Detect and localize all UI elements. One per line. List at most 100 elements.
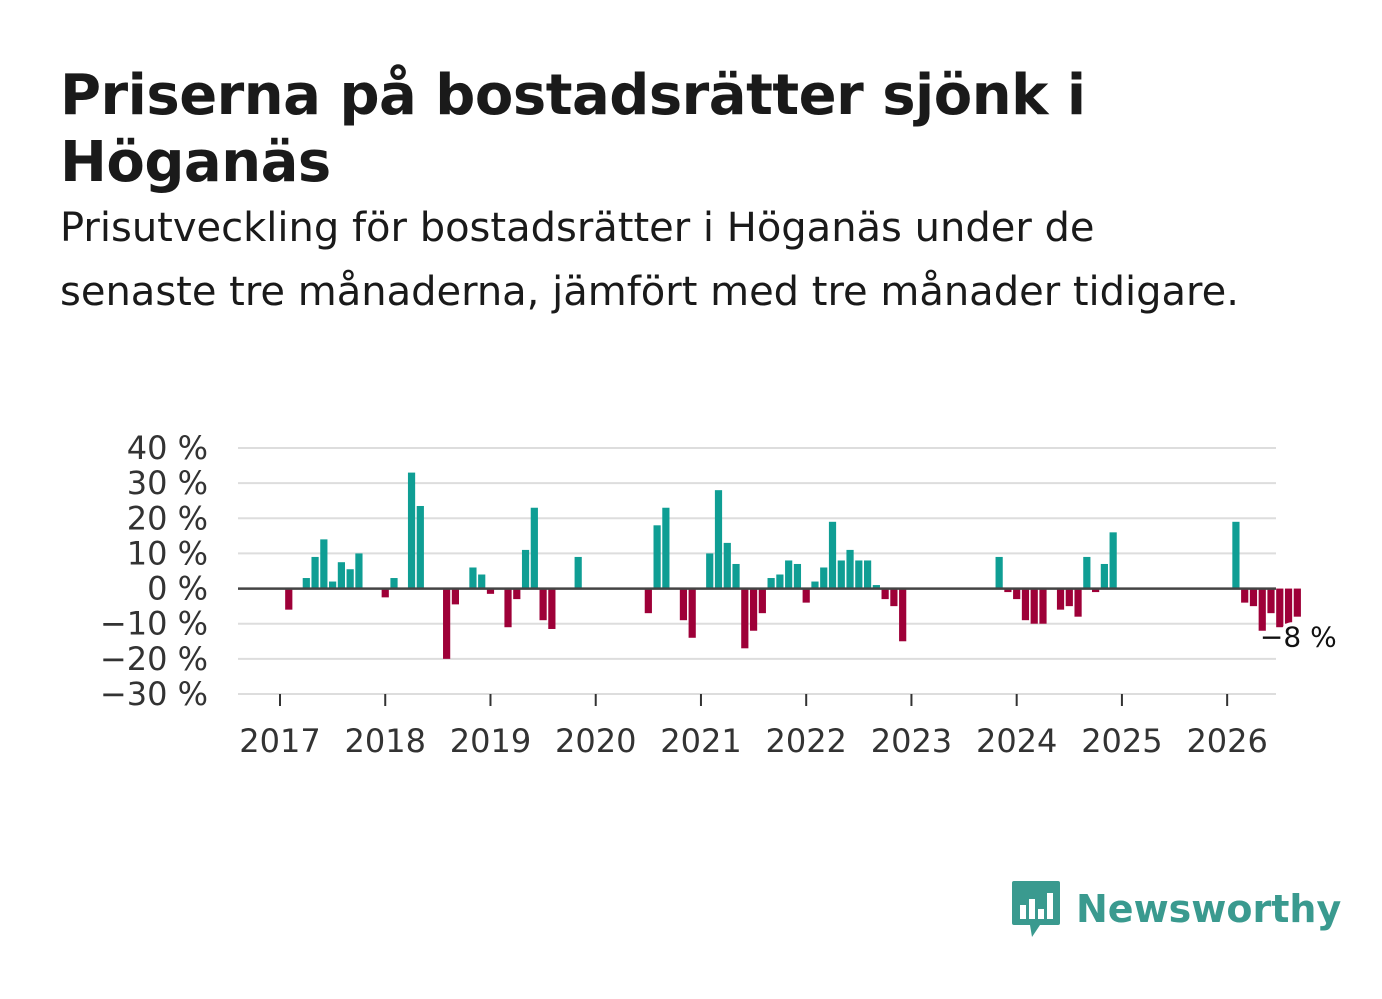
bar xyxy=(1030,588,1038,624)
chart-subtitle: Prisutveckling för bostadsrätter i Högan… xyxy=(60,205,1239,315)
bar xyxy=(855,560,863,589)
bar xyxy=(785,560,793,589)
bar xyxy=(899,588,907,642)
x-tick-label: 2022 xyxy=(765,722,846,760)
y-tick-label: 10 % xyxy=(127,534,208,572)
bar xyxy=(741,588,749,649)
x-tick-label: 2018 xyxy=(345,722,426,760)
bar xyxy=(1092,588,1100,593)
x-tick-label: 2024 xyxy=(976,722,1057,760)
bar xyxy=(1074,588,1082,617)
bar xyxy=(1021,588,1030,621)
x-axis: 2017 2018 2019 2020 2021 2022 2023 2024 2025 2026 xyxy=(239,694,1268,760)
bar xyxy=(688,588,696,638)
bar xyxy=(679,588,688,621)
y-tick-label: −20 % xyxy=(100,640,208,678)
bar xyxy=(381,588,389,598)
bar xyxy=(390,578,398,589)
bar xyxy=(1013,588,1021,600)
bar xyxy=(732,563,740,589)
bar xyxy=(513,588,521,600)
bar xyxy=(451,588,459,605)
bar xyxy=(530,507,538,589)
bar xyxy=(521,549,530,589)
bar xyxy=(837,560,845,589)
bar xyxy=(995,556,1003,589)
bar xyxy=(1276,588,1284,628)
bar xyxy=(714,490,723,589)
bar xyxy=(1267,588,1275,614)
bar xyxy=(749,588,758,631)
y-tick-label: 20 % xyxy=(127,499,208,537)
bar xyxy=(758,588,766,614)
x-tick-label: 2020 xyxy=(555,722,636,760)
bar xyxy=(302,578,310,589)
bar xyxy=(1232,521,1240,589)
bar xyxy=(337,562,345,589)
bar xyxy=(469,567,477,589)
bar xyxy=(329,581,337,589)
bar xyxy=(1065,588,1073,607)
x-tick-label: 2025 xyxy=(1081,722,1162,760)
bar xyxy=(539,588,547,621)
bar-chart: 40 %30 %20 %10 %0 %−10 %−20 %−30 % 2017 2… xyxy=(100,429,1341,760)
bar xyxy=(706,553,714,589)
bar xyxy=(811,581,819,589)
bar xyxy=(443,588,451,659)
bar xyxy=(548,588,556,629)
x-tick-label: 2026 xyxy=(1186,722,1267,760)
y-tick-label: −30 % xyxy=(100,675,208,713)
bar xyxy=(846,549,854,589)
bar xyxy=(407,472,416,589)
bar xyxy=(1083,556,1091,589)
bar xyxy=(828,521,837,589)
grid-lines xyxy=(238,447,1276,695)
bar xyxy=(478,574,486,589)
bar xyxy=(820,567,828,589)
bar xyxy=(1004,588,1012,593)
bar-series xyxy=(285,472,1301,659)
last-value-label: −8 % xyxy=(1260,621,1337,654)
bar xyxy=(416,505,424,589)
y-tick-label: −10 % xyxy=(100,605,208,643)
bar xyxy=(486,588,495,594)
y-tick-label: 0 % xyxy=(147,570,208,608)
bar xyxy=(793,563,802,589)
bar xyxy=(776,574,784,589)
bar xyxy=(662,507,670,589)
bar xyxy=(1039,588,1047,624)
bar xyxy=(504,588,512,628)
brand-logo[interactable]: Newsworthy xyxy=(1010,878,1341,940)
x-tick-label: 2019 xyxy=(450,722,531,760)
bar xyxy=(1258,588,1266,631)
x-tick-label: 2023 xyxy=(871,722,952,760)
x-tick-label: 2017 xyxy=(239,722,320,760)
bar xyxy=(320,539,328,589)
bar xyxy=(1056,588,1065,610)
bar xyxy=(644,588,652,614)
x-tick-label: 2021 xyxy=(660,722,741,760)
bar xyxy=(653,525,661,589)
bar xyxy=(1284,588,1293,624)
chart-title: Priserna på bostadsrätter sjönk i Höganä… xyxy=(60,63,1086,196)
bar xyxy=(1241,588,1249,603)
bar xyxy=(890,588,898,607)
bar xyxy=(355,553,363,589)
y-axis-labels: 40 %30 %20 %10 %0 %−10 %−20 %−30 % xyxy=(100,429,208,713)
bar xyxy=(881,588,889,600)
bar xyxy=(1100,563,1108,589)
bar xyxy=(1109,532,1117,589)
bar xyxy=(767,578,775,589)
bar xyxy=(872,585,880,589)
bar xyxy=(311,556,319,589)
y-tick-label: 40 % xyxy=(127,429,208,467)
bar xyxy=(346,569,354,589)
bar xyxy=(285,588,293,610)
bar xyxy=(1249,588,1258,607)
bar xyxy=(1293,588,1301,617)
bar xyxy=(574,556,582,589)
bar-chart-speech-bubble-icon xyxy=(1012,881,1060,937)
bar xyxy=(802,588,810,603)
bar xyxy=(863,560,872,589)
bar xyxy=(723,542,731,589)
